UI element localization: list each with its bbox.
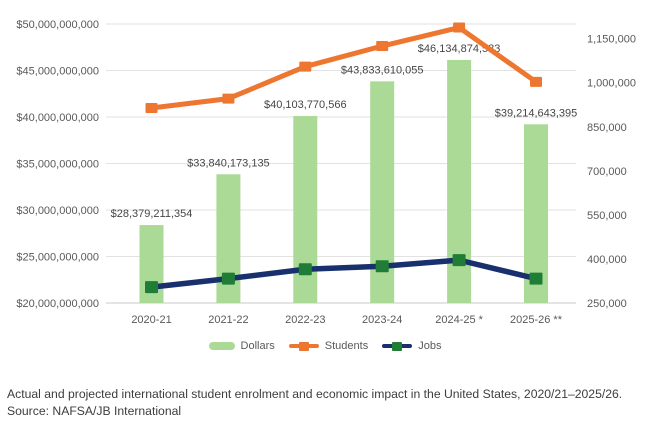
jobs-line-swatch-icon [382, 341, 413, 352]
bar-value-label: $46,134,874,583 [418, 43, 501, 55]
legend-label-jobs: Jobs [418, 340, 442, 352]
students-line [149, 25, 539, 111]
bar-value-label: $39,214,643,395 [495, 107, 578, 119]
right-axis-tick-label: 850,000 [587, 122, 627, 134]
students-marker-icon [376, 41, 389, 52]
right-axis-tick-label: 1,150,000 [587, 34, 636, 46]
students-marker-icon [530, 76, 542, 87]
jobs-marker-icon [375, 260, 389, 273]
right-axis-tick-label: 400,000 [587, 254, 627, 266]
legend-label-students: Students [324, 340, 369, 352]
right-axis-tick-label: 1,000,000 [587, 78, 636, 90]
left-axis-tick-label: $20,000,000,000 [16, 298, 99, 310]
chart-legend: Dollars Students Jobs [0, 339, 650, 353]
left-axis-tick-label: $45,000,000,000 [16, 66, 99, 78]
students-marker-icon [222, 93, 235, 104]
x-axis-category-label: 2020-21 [131, 314, 171, 326]
chart-source: Source: NAFSA/JB International [7, 404, 182, 418]
dollars-bar [447, 59, 472, 304]
jobs-marker-icon [298, 263, 312, 276]
x-axis-category-label: 2021-22 [208, 314, 248, 326]
jobs-marker [392, 341, 403, 351]
right-axis-tick-label: 700,000 [587, 166, 627, 178]
jobs-marker-icon [221, 272, 235, 285]
left-axis-tick-label: $25,000,000,000 [16, 252, 99, 264]
bar-value-label: $43,833,610,055 [341, 64, 424, 76]
legend-item-students: Students [288, 340, 369, 352]
jobs-line [148, 257, 539, 290]
bar-value-label: $28,379,211,354 [111, 208, 193, 220]
chart-caption: Actual and projected international stude… [7, 387, 623, 401]
x-axis-category-label: 2024-25 * [435, 314, 483, 326]
legend-item-jobs: Jobs [382, 340, 441, 352]
jobs-marker-icon [452, 254, 466, 267]
students-marker-icon [299, 61, 312, 72]
x-axis-category-label: 2022-23 [285, 314, 325, 326]
students-marker [298, 341, 309, 351]
left-axis-tick-label: $35,000,000,000 [16, 159, 99, 171]
left-axis-tick-label: $30,000,000,000 [16, 205, 99, 217]
left-axis-tick-label: $40,000,000,000 [16, 112, 99, 124]
jobs-marker-icon [145, 281, 158, 294]
legend-item-dollars: Dollars [208, 340, 275, 352]
x-axis-category-label: 2023-24 [362, 314, 402, 326]
right-axis-tick-label: 550,000 [587, 210, 627, 222]
x-axis-category-label: 2025-26 ** [510, 314, 563, 326]
left-axis-tick-label: $50,000,000,000 [16, 19, 99, 31]
dollars-bar-swatch-icon [208, 342, 235, 350]
bar-value-label: $40,103,770,566 [264, 99, 347, 111]
right-axis-tick-label: 250,000 [587, 298, 627, 310]
bar-value-label: $33,840,173,135 [187, 157, 270, 169]
students-marker-icon [453, 22, 466, 33]
combo-chart-canvas: $50,000,000,000 $45,000,000,000 $40,000,00… [16, 19, 636, 326]
jobs-marker-icon [529, 272, 543, 285]
legend-label-dollars: Dollars [240, 340, 275, 352]
caption-block: Actual and projected international stude… [7, 386, 647, 420]
students-line-swatch-icon [288, 341, 319, 352]
students-marker-icon [145, 102, 158, 113]
